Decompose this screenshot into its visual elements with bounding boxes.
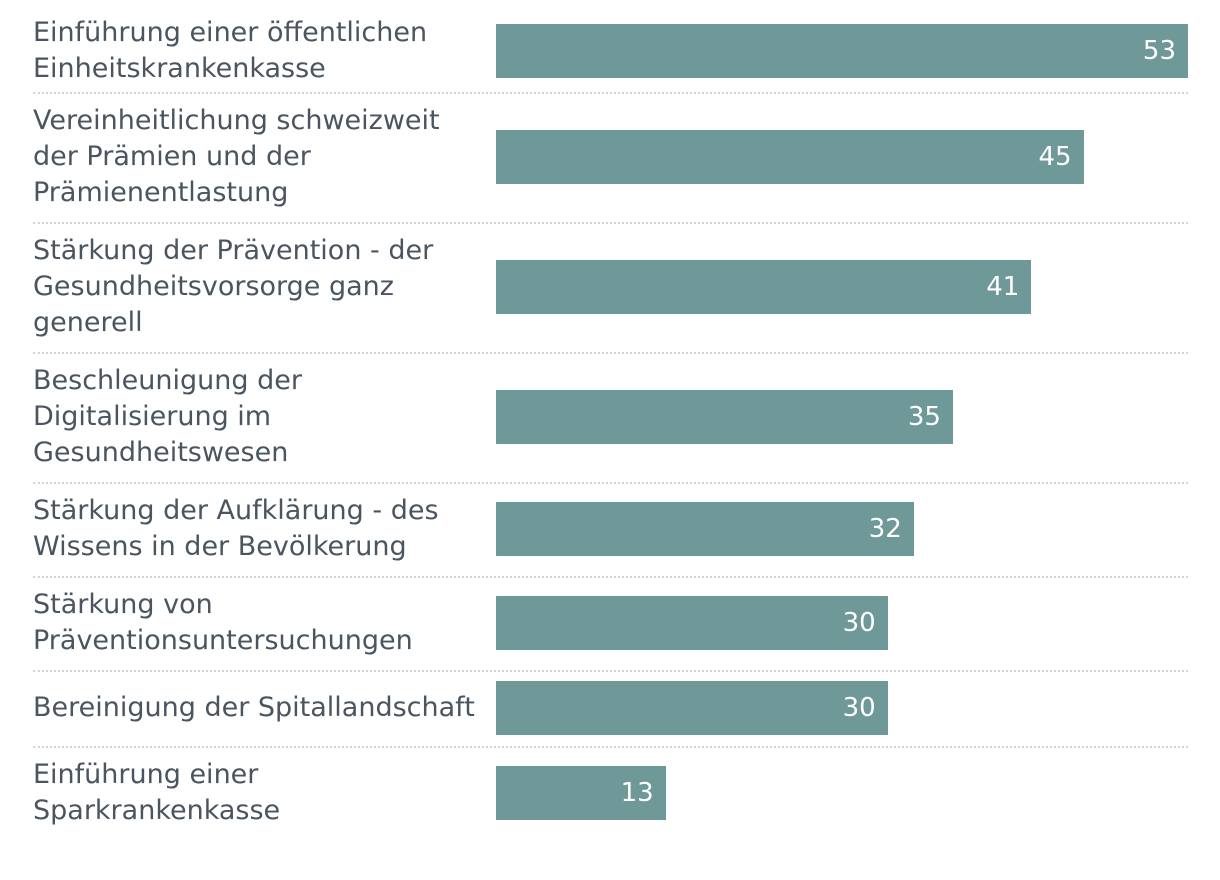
bar-value-label: 30	[842, 608, 876, 638]
bar-value-label: 35	[907, 402, 941, 432]
category-label: Einführung einer öffentlichen Einheitskr…	[33, 17, 428, 84]
bar	[496, 24, 1188, 78]
category-label: Bereinigung der Spitallandschaft	[33, 692, 475, 723]
bar	[496, 390, 953, 444]
category-label: Stärkung der Prävention - der Gesundheit…	[33, 235, 434, 338]
category-label: Stärkung von Präventionsuntersuchungen	[33, 589, 413, 656]
bar-value-label: 45	[1038, 142, 1072, 172]
bar	[496, 130, 1084, 184]
category-label: Beschleunigung der Digitalisierung im Ge…	[33, 365, 302, 468]
row-separator	[33, 92, 1188, 94]
category-label: Vereinheitlichung schweizweit der Prämie…	[33, 105, 440, 208]
row-separator	[33, 222, 1188, 224]
bar-value-label: 53	[1142, 36, 1176, 66]
bar-value-label: 13	[620, 778, 654, 808]
bar	[496, 260, 1032, 314]
row-separator	[33, 746, 1188, 748]
bar-value-label: 41	[986, 272, 1020, 302]
category-label: Stärkung der Aufklärung - des Wissens in…	[33, 495, 439, 562]
bar-value-label: 30	[842, 693, 876, 723]
bar	[496, 502, 914, 556]
bar	[496, 596, 888, 650]
row-separator	[33, 670, 1188, 672]
row-separator	[33, 576, 1188, 578]
category-label: Einführung einer Sparkrankenkasse	[33, 759, 281, 826]
bar-value-label: 32	[868, 514, 902, 544]
row-separator	[33, 352, 1188, 354]
row-separator	[33, 482, 1188, 484]
bar	[496, 766, 666, 820]
bar	[496, 681, 888, 735]
